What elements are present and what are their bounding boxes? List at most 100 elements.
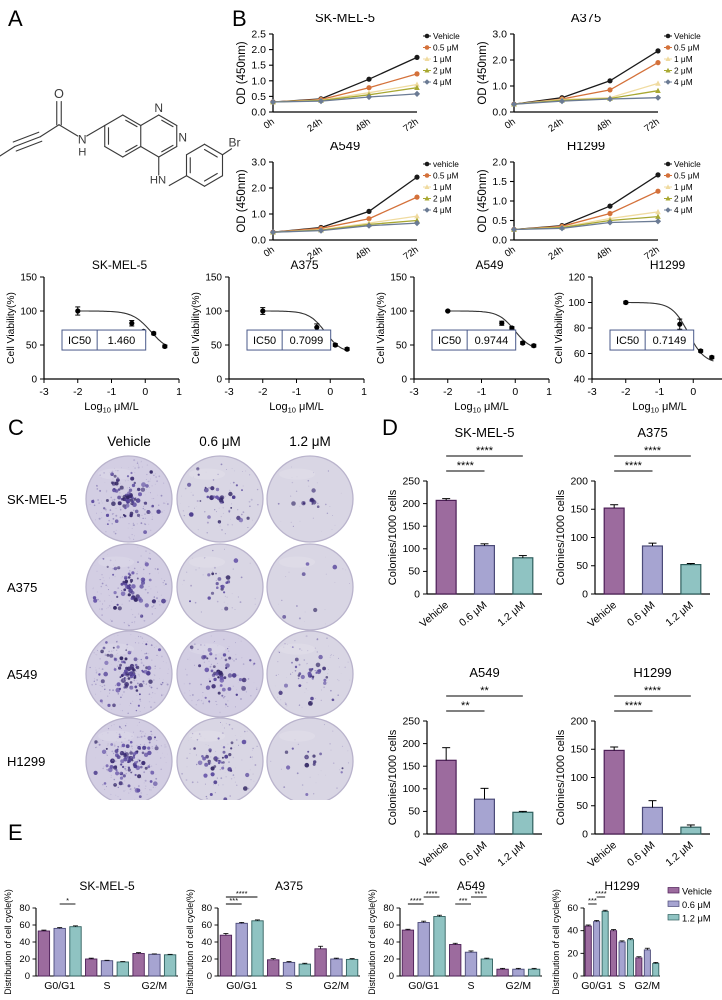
svg-text:****: **** [644, 685, 662, 697]
svg-text:IC50: IC50 [438, 335, 461, 347]
svg-text:HN: HN [150, 174, 166, 186]
svg-text:-3: -3 [409, 386, 418, 398]
svg-text:100: 100 [568, 298, 585, 309]
svg-text:Cell Viability(%): Cell Viability(%) [376, 292, 387, 364]
svg-text:0: 0 [573, 971, 578, 982]
svg-text:A375: A375 [275, 879, 303, 893]
svg-text:20: 20 [19, 954, 30, 965]
svg-text:0.0: 0.0 [492, 235, 507, 247]
svg-text:150: 150 [402, 521, 420, 533]
svg-text:****: **** [410, 896, 422, 905]
svg-text:****: **** [625, 460, 643, 472]
svg-text:0.6 μM: 0.6 μM [625, 599, 657, 629]
svg-text:0.6 μM: 0.6 μM [457, 839, 489, 869]
svg-text:1.2 μM: 1.2 μM [289, 434, 331, 449]
svg-text:Vehicle: Vehicle [682, 887, 712, 897]
svg-text:2 μM: 2 μM [433, 66, 452, 76]
svg-text:1.2 μM: 1.2 μM [663, 599, 695, 629]
svg-text:50: 50 [211, 340, 223, 351]
svg-text:O: O [54, 86, 64, 101]
svg-text:Vehicle: Vehicle [417, 839, 451, 870]
svg-text:0.9744: 0.9744 [475, 335, 509, 347]
svg-text:OD (450nm): OD (450nm) [236, 41, 248, 104]
svg-text:H1299: H1299 [7, 754, 45, 769]
svg-text:-1: -1 [107, 386, 116, 398]
svg-text:S: S [467, 980, 474, 992]
svg-text:0.0: 0.0 [251, 107, 266, 119]
svg-text:50: 50 [576, 800, 588, 812]
svg-text:0.6 μM: 0.6 μM [682, 900, 711, 910]
svg-text:4 μM: 4 μM [433, 205, 452, 215]
svg-text:Distribution of cell cycle(%): Distribution of cell cycle(%) [367, 889, 377, 995]
svg-text:SK-MEL-5: SK-MEL-5 [79, 879, 135, 893]
svg-text:200: 200 [570, 715, 588, 727]
svg-text:0.5 μM: 0.5 μM [674, 171, 700, 181]
svg-text:Cell Viability(%): Cell Viability(%) [554, 292, 565, 364]
svg-text:2 μM: 2 μM [674, 194, 693, 204]
svg-text:40: 40 [567, 926, 578, 937]
svg-text:0: 0 [25, 971, 30, 982]
svg-text:IC50: IC50 [68, 335, 91, 347]
svg-text:1.0: 1.0 [251, 75, 266, 87]
svg-text:H1299: H1299 [604, 879, 640, 893]
svg-text:100: 100 [20, 306, 37, 317]
svg-text:1.460: 1.460 [108, 335, 136, 347]
svg-text:Vehicle: Vehicle [585, 599, 619, 630]
svg-text:0.0: 0.0 [492, 107, 507, 119]
svg-text:150: 150 [570, 744, 588, 756]
svg-text:40: 40 [19, 937, 30, 948]
svg-text:H1299: H1299 [567, 142, 605, 153]
svg-text:200: 200 [402, 498, 420, 510]
svg-text:0: 0 [690, 386, 696, 398]
svg-text:60: 60 [19, 920, 30, 931]
svg-text:Distribution of cell cycle(%): Distribution of cell cycle(%) [551, 889, 561, 995]
svg-text:0: 0 [414, 828, 420, 840]
svg-text:Log10 μM/L: Log10 μM/L [454, 401, 508, 414]
svg-text:120: 120 [568, 272, 585, 283]
svg-text:S: S [285, 980, 292, 992]
svg-text:250: 250 [402, 475, 420, 487]
svg-text:250: 250 [402, 715, 420, 727]
svg-text:G2/M: G2/M [505, 980, 531, 992]
svg-text:150: 150 [20, 272, 37, 283]
svg-text:100: 100 [402, 543, 420, 555]
svg-text:SK-MEL-5: SK-MEL-5 [315, 14, 375, 25]
svg-text:G0/G1: G0/G1 [44, 980, 75, 992]
svg-text:0: 0 [414, 588, 420, 600]
svg-text:N: N [154, 101, 163, 115]
svg-text:0: 0 [389, 971, 394, 982]
svg-text:****: **** [625, 700, 643, 712]
svg-text:50: 50 [576, 560, 588, 572]
svg-text:*: * [66, 896, 69, 905]
svg-text:100: 100 [570, 772, 588, 784]
svg-text:1.5: 1.5 [492, 176, 507, 188]
svg-text:Colonies/1000 cells: Colonies/1000 cells [387, 489, 399, 585]
svg-text:48h: 48h [594, 116, 613, 134]
svg-text:0.5 μM: 0.5 μM [674, 43, 700, 53]
svg-text:60: 60 [574, 349, 586, 360]
svg-text:G0/G1: G0/G1 [226, 980, 257, 992]
svg-text:****: **** [476, 445, 494, 457]
svg-text:50: 50 [408, 566, 420, 578]
svg-text:-2: -2 [621, 386, 630, 398]
svg-text:N: N [78, 133, 87, 147]
svg-text:****: **** [644, 445, 662, 457]
svg-text:A375: A375 [7, 580, 37, 595]
svg-text:IC50: IC50 [616, 335, 639, 347]
svg-text:A375: A375 [637, 425, 667, 440]
svg-text:200: 200 [570, 475, 588, 487]
svg-text:0.6 μM: 0.6 μM [625, 839, 657, 869]
svg-text:100: 100 [402, 783, 420, 795]
svg-text:1.2 μM: 1.2 μM [682, 914, 711, 924]
svg-text:vehicle: vehicle [433, 159, 459, 169]
svg-text:G2/M: G2/M [323, 980, 349, 992]
svg-text:40: 40 [201, 937, 212, 948]
svg-text:2 μM: 2 μM [433, 194, 452, 204]
svg-text:-2: -2 [258, 386, 267, 398]
svg-text:Vehicle: Vehicle [674, 31, 701, 41]
svg-text:SK-MEL-5: SK-MEL-5 [7, 492, 67, 507]
svg-text:80: 80 [201, 903, 212, 914]
svg-text:72h: 72h [642, 116, 661, 134]
svg-text:A549: A549 [7, 667, 37, 682]
svg-text:0.5 μM: 0.5 μM [433, 171, 459, 181]
